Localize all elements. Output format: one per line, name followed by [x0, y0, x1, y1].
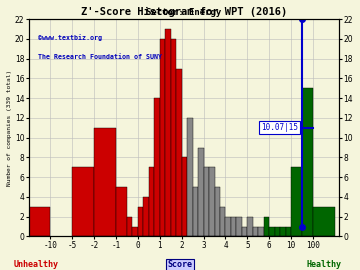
Text: The Research Foundation of SUNY: The Research Foundation of SUNY: [38, 54, 162, 60]
Bar: [313, 207, 335, 237]
Text: 10.07|15: 10.07|15: [261, 123, 298, 132]
Y-axis label: Number of companies (339 total): Number of companies (339 total): [7, 70, 12, 186]
Bar: [116, 187, 127, 237]
Text: Sector: Energy: Sector: Energy: [146, 8, 221, 17]
Bar: [215, 187, 220, 237]
Text: Healthy: Healthy: [306, 260, 342, 269]
Title: Z'-Score Histogram for WPT (2016): Z'-Score Histogram for WPT (2016): [81, 7, 287, 17]
Bar: [237, 217, 242, 237]
Bar: [247, 217, 253, 237]
Bar: [275, 227, 280, 237]
Bar: [182, 157, 187, 237]
Bar: [242, 227, 247, 237]
Bar: [138, 207, 143, 237]
Bar: [165, 29, 171, 237]
Bar: [253, 227, 258, 237]
Bar: [154, 98, 160, 237]
Bar: [127, 217, 132, 237]
Bar: [291, 167, 302, 237]
Bar: [72, 167, 94, 237]
Bar: [285, 227, 291, 237]
Text: ©www.textbiz.org: ©www.textbiz.org: [38, 34, 102, 41]
Bar: [171, 39, 176, 237]
Bar: [264, 217, 269, 237]
Bar: [204, 167, 209, 237]
Bar: [220, 207, 225, 237]
Bar: [143, 197, 149, 237]
Text: Score: Score: [167, 260, 193, 269]
Bar: [149, 167, 154, 237]
Bar: [225, 217, 231, 237]
Bar: [94, 128, 116, 237]
Bar: [28, 207, 50, 237]
Bar: [176, 69, 182, 237]
Bar: [269, 227, 275, 237]
Bar: [258, 227, 264, 237]
Bar: [193, 187, 198, 237]
Bar: [132, 227, 138, 237]
Bar: [187, 118, 193, 237]
Bar: [231, 217, 237, 237]
Bar: [209, 167, 215, 237]
Bar: [160, 39, 165, 237]
Bar: [302, 88, 313, 237]
Bar: [198, 147, 204, 237]
Text: Unhealthy: Unhealthy: [14, 260, 58, 269]
Bar: [280, 227, 285, 237]
